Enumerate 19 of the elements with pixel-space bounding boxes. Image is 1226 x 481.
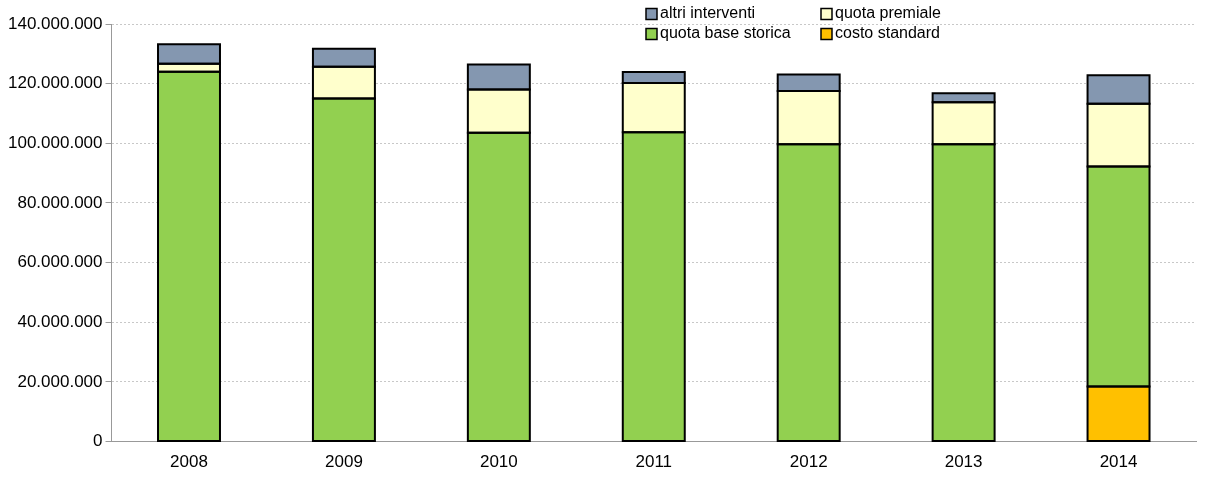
legend-label: quota premiale xyxy=(835,4,941,22)
x-tick-label: 2013 xyxy=(944,452,983,472)
y-tick-label: 40.000.000 xyxy=(17,311,103,331)
x-tick-label: 2014 xyxy=(1099,452,1138,472)
legend-label: quota base storica xyxy=(660,24,791,42)
y-tick-label: 140.000.000 xyxy=(7,13,103,33)
x-tick-label: 2012 xyxy=(789,452,828,472)
x-tick-label: 2011 xyxy=(635,452,673,472)
y-tick-label: 80.000.000 xyxy=(17,192,103,212)
y-tick-label: 60.000.000 xyxy=(17,252,103,272)
legend-label: altri interventi xyxy=(660,4,756,22)
x-tick-label: 2008 xyxy=(170,452,208,472)
legend-label: costo standard xyxy=(835,24,940,42)
x-tick-label: 2009 xyxy=(325,452,363,472)
y-tick-label: 120.000.000 xyxy=(7,73,103,93)
y-tick-label: 100.000.000 xyxy=(7,133,103,152)
y-tick-label: 0 xyxy=(93,431,103,451)
y-tick-label: 20.000.000 xyxy=(17,371,103,391)
x-tick-label: 2010 xyxy=(479,452,518,472)
